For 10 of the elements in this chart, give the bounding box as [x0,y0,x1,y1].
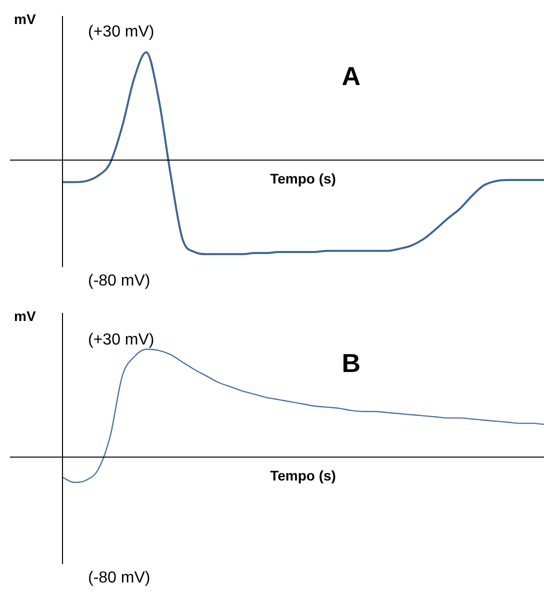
y-axis-title: mV [14,10,36,27]
chart-title: B [342,348,361,378]
text: (+30 mV) [88,331,154,348]
x-axis-title: Tempo (s) [270,170,336,186]
x-axis-title: Tempo (s) [270,467,336,484]
text: (+30 mV) [88,23,154,40]
text: (-80 mV) [88,569,150,586]
text: (-80 mV) [88,272,150,290]
chart-title: A [342,61,361,92]
y-axis-title: mV [14,308,36,324]
